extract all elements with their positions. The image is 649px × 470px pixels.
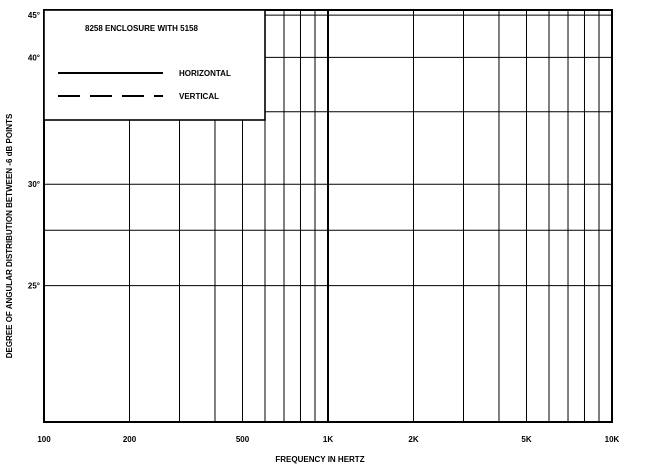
y-tick-label: 25° [28, 282, 40, 291]
plot-frame [43, 9, 613, 423]
x-tick-label: 100 [37, 435, 51, 444]
y-axis-title: DEGREE OF ANGULAR DISTRIBUTION BETWEEN -… [5, 113, 14, 358]
legend-label-horizontal: HORIZONTAL [179, 69, 231, 78]
y-axis: 25°30°40°45°50°60°70°80°90°110°135°180°2… [28, 11, 40, 291]
x-tick-label: 10K [605, 435, 620, 444]
legend-box [43, 9, 266, 121]
y-tick-label: 30° [28, 180, 40, 189]
x-tick-label: 2K [408, 435, 418, 444]
y-tick-label: 45° [28, 11, 40, 20]
x-axis-title: FREQUENCY IN HERTZ [275, 455, 364, 464]
x-tick-label: 500 [236, 435, 250, 444]
x-tick-label: 1K [323, 435, 333, 444]
grid [43, 10, 613, 422]
chart-title: 8258 ENCLOSURE WITH 5158 [85, 24, 198, 33]
legend-label-vertical: VERTICAL [179, 92, 219, 101]
x-tick-label: 200 [123, 435, 137, 444]
x-tick-label: 5K [521, 435, 531, 444]
y-tick-label: 40° [28, 53, 40, 62]
x-axis: 100 200 500 1K 2K 5K 10K [37, 435, 619, 444]
